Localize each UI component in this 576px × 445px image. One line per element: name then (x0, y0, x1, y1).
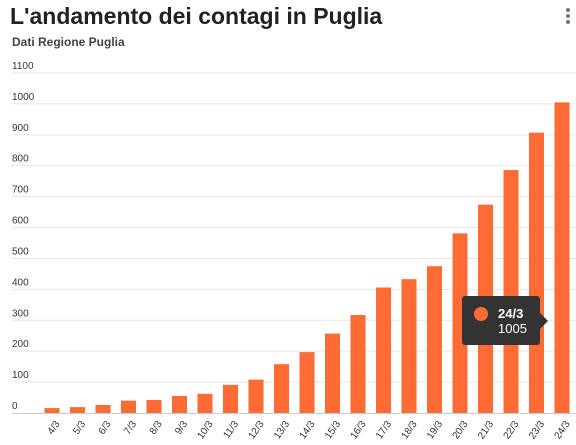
x-tick-label: 22/3 (502, 419, 522, 442)
x-tick-label: 8/3 (148, 419, 165, 437)
x-tick-label: 4/3 (46, 419, 63, 437)
x-tick-label: 5/3 (71, 419, 88, 437)
x-tick-label: 10/3 (196, 419, 216, 442)
x-tick-label: 21/3 (476, 419, 496, 442)
more-vertical-icon[interactable] (563, 8, 576, 24)
x-tick-label: 20/3 (451, 419, 471, 442)
x-tick-label: 17/3 (374, 419, 394, 442)
x-tick-label: 23/3 (527, 419, 547, 442)
tooltip-label: 24/3 (498, 306, 524, 321)
bar-14-3[interactable] (299, 352, 315, 413)
x-tick-label: 9/3 (173, 419, 190, 437)
y-tick-label: 1000 (12, 92, 35, 103)
bar-18-3[interactable] (401, 279, 417, 413)
bar-13-3[interactable] (274, 364, 289, 413)
y-tick-label: 600 (12, 216, 29, 227)
chart-subtitle: Dati Regione Puglia (12, 35, 125, 49)
bar-12-3[interactable] (248, 379, 264, 413)
bar-11-3[interactable] (223, 384, 238, 413)
bar-9-3[interactable] (172, 396, 187, 413)
bar-20-3[interactable] (452, 233, 468, 413)
x-tick-label: 14/3 (298, 419, 318, 442)
y-tick-label: 400 (12, 277, 29, 288)
bar-7-3[interactable] (121, 400, 136, 413)
y-tick-label: 0 (12, 401, 18, 412)
bar-15-3[interactable] (325, 333, 340, 413)
bar-24-3[interactable] (554, 102, 570, 413)
bar-5-3[interactable] (70, 407, 85, 413)
y-tick-label: 100 (12, 370, 29, 381)
tooltip-value: 1005 (498, 321, 527, 336)
y-tick-label: 800 (12, 154, 29, 165)
bar-22-3[interactable] (503, 170, 519, 413)
y-tick-label: 200 (12, 339, 29, 350)
bar-10-3[interactable] (197, 393, 213, 413)
x-tick-label: 19/3 (425, 419, 445, 442)
x-tick-label: 6/3 (97, 419, 114, 437)
x-tick-label: 12/3 (247, 419, 267, 442)
x-tick-label: 15/3 (323, 419, 343, 442)
y-tick-label: 700 (12, 185, 29, 196)
x-tick-label: 24/3 (553, 419, 573, 442)
x-tick-label: 7/3 (122, 419, 139, 437)
series-dot-icon (474, 307, 488, 321)
bar-17-3[interactable] (376, 287, 391, 413)
bar-23-3[interactable] (529, 132, 544, 413)
chart-tooltip: 24/3 1005 (462, 296, 548, 345)
chart-title: L'andamento dei contagi in Puglia (10, 3, 383, 29)
x-tick-label: 18/3 (400, 419, 420, 442)
y-tick-label: 300 (12, 308, 29, 319)
bar-19-3[interactable] (427, 266, 442, 413)
y-tick-label: 900 (12, 123, 29, 134)
bar-6-3[interactable] (95, 404, 111, 413)
x-tick-label: 11/3 (221, 419, 241, 441)
x-tick-label: 13/3 (272, 419, 292, 442)
bar-8-3[interactable] (146, 400, 162, 413)
x-tick-label: 16/3 (349, 419, 369, 442)
y-tick-label: 1100 (12, 61, 34, 72)
y-tick-label: 500 (12, 246, 29, 257)
bar-4-3[interactable] (44, 408, 60, 413)
bar-16-3[interactable] (350, 315, 366, 413)
